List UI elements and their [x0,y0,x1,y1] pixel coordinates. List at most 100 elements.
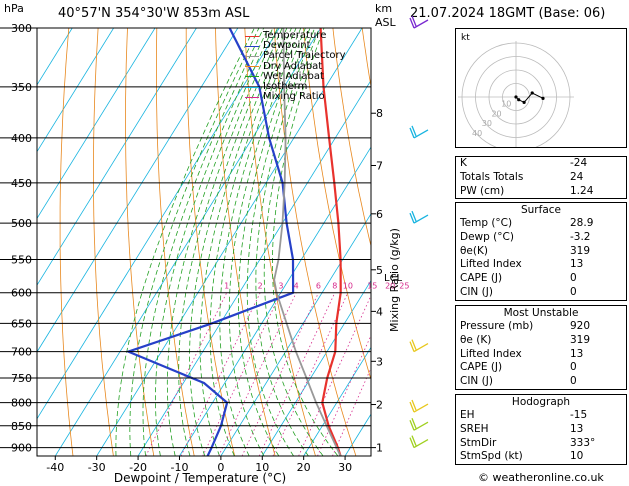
mixing-ratio-line [180,292,261,456]
legend-swatch [245,76,259,78]
mixing-ratio-label: 4 [294,282,299,291]
wind-barb [409,210,429,224]
pressure-tick-550: 550 [11,254,32,267]
legend-label: Wet Adiabat [263,70,324,82]
legend-swatch [245,45,259,47]
series-dewpoint [125,28,295,456]
row-label: CAPE (J) [460,361,503,374]
mixing-ratio-label: 8 [332,282,337,291]
wet-adiabat-line [237,28,306,456]
table-row: K -24 [456,157,626,171]
mixing-ratio-line [218,292,297,456]
hodograph-point [541,96,545,100]
row-value: 13 [570,258,584,271]
dry-adiabat-line [332,28,371,248]
legend-swatch [245,56,259,57]
pressure-tick-500: 500 [11,217,32,230]
datetime-title: 21.07.2024 18GMT (Base: 06) [410,6,606,21]
row-value: 333° [570,436,596,449]
row-label: Pressure (mb) [460,320,534,332]
wind-barb [409,399,429,413]
pressure-tick-400: 400 [11,132,32,145]
mixing-ratio-label: 20 [385,282,395,291]
lcl-label: LCL [384,273,403,284]
mixing-ratio-line [332,367,371,456]
indices-panel: K -24 Totals Totals 24 PW (cm) 1.24 [455,156,627,200]
table-row: Dewp (°C) -3.2 [456,231,626,245]
row-label: EH [460,409,475,421]
pressure-tick-300: 300 [11,22,32,35]
km-tick-label: 8 [376,107,383,120]
hodograph-ring-label: 40 [472,129,482,138]
legend-item: Dewpoint [245,40,346,51]
legend-item: Parcel Trajectory [245,51,346,61]
x-axis-label: Dewpoint / Temperature (°C) [114,471,286,485]
table-row: Lifted Index 13 [456,258,626,272]
mixing-ratio-label: 3 [278,282,283,291]
row-value: 0 [570,361,577,374]
x-tick-label: 20 [297,461,311,474]
row-label: θe (K) [460,333,492,346]
isotherm-line [37,28,114,153]
hodograph-panel: Hodograph EH -15 SREH 13 StmDir 333° StmSpd (k… [455,394,627,466]
hpa-unit-label: hPa [4,2,24,15]
isotherm-line [303,346,371,456]
table-row: Lifted Index 13 [456,348,626,362]
mixing-ratio-label: 25 [399,282,409,291]
mixing-ratio-label: 10 [343,282,353,291]
table-row: PW (cm) 1.24 [456,185,626,199]
row-value: 24 [570,170,584,183]
row-value: 0 [570,285,577,298]
row-label: CAPE (J) [460,272,503,285]
mixing-ratio-line [317,334,371,456]
pressure-tick-750: 750 [11,372,32,385]
wet-adiabat-line [255,28,316,456]
isotherm-line [137,79,371,456]
mixing-ratio-line [145,292,228,456]
km-unit-label: km [375,2,393,15]
wet-adiabat-line [155,28,269,456]
surface-title: Surface [520,204,561,216]
x-tick-label: -40 [46,461,64,474]
hodograph-kt-label: kt [461,33,470,43]
asl-unit-label: ASL [375,16,396,29]
row-label: CIN (J) [460,285,493,298]
isotherm-line [54,28,321,456]
hodograph-ring-label: 10 [501,100,511,109]
surface-panel: Surface Temp (°C) 28.9 Dewp (°C) -3.2 θe(K) 3… [455,202,627,301]
isotherm-line [261,279,371,456]
row-label: StmSpd (kt) [460,450,523,463]
isotherm-line [37,28,239,353]
isotherm-line [37,28,156,220]
mixing-ratio-axis-label: Mixing Ratio (g/kg) [388,228,401,332]
table-row: θe (K) 319 [456,334,626,348]
hodograph-point [530,91,534,95]
table-row: CIN (J) 0 [456,375,626,389]
copyright: © weatheronline.co.uk [478,471,604,484]
pressure-tick-600: 600 [11,287,32,300]
legend-item: Mixing Ratio [245,92,346,102]
table-row: Totals Totals 24 [456,171,626,185]
mixing-ratio-label: 2 [258,282,263,291]
mixing-ratio-label: 1 [224,282,229,291]
legend-item: Wet Adiabat [245,70,346,82]
legend-label: Temperature [263,30,327,41]
x-tick-label: 10 [255,461,269,474]
row-label: Totals Totals [460,170,524,183]
dry-adiabat-line [125,28,155,456]
pressure-tick-450: 450 [11,177,32,190]
hodograph-ring-label: 20 [491,109,501,118]
table-row: StmDir 333° [456,437,626,451]
wind-barb [409,125,429,139]
most-unstable-title: Most Unstable [503,307,579,319]
row-value: 28.9 [570,217,594,229]
table-row: Temp (°C) 28.9 [456,217,626,231]
pressure-tick-700: 700 [11,346,32,359]
row-label: PW (cm) [460,184,505,197]
location-title: 40°57'N 354°30'W 853m ASL [58,6,250,21]
km-tick-label: 7 [376,159,383,172]
row-value: 1.24 [570,184,594,197]
wet-adiabat-line [228,28,302,456]
table-row: CAPE (J) 0 [456,361,626,375]
dry-adiabat-line [155,28,195,456]
